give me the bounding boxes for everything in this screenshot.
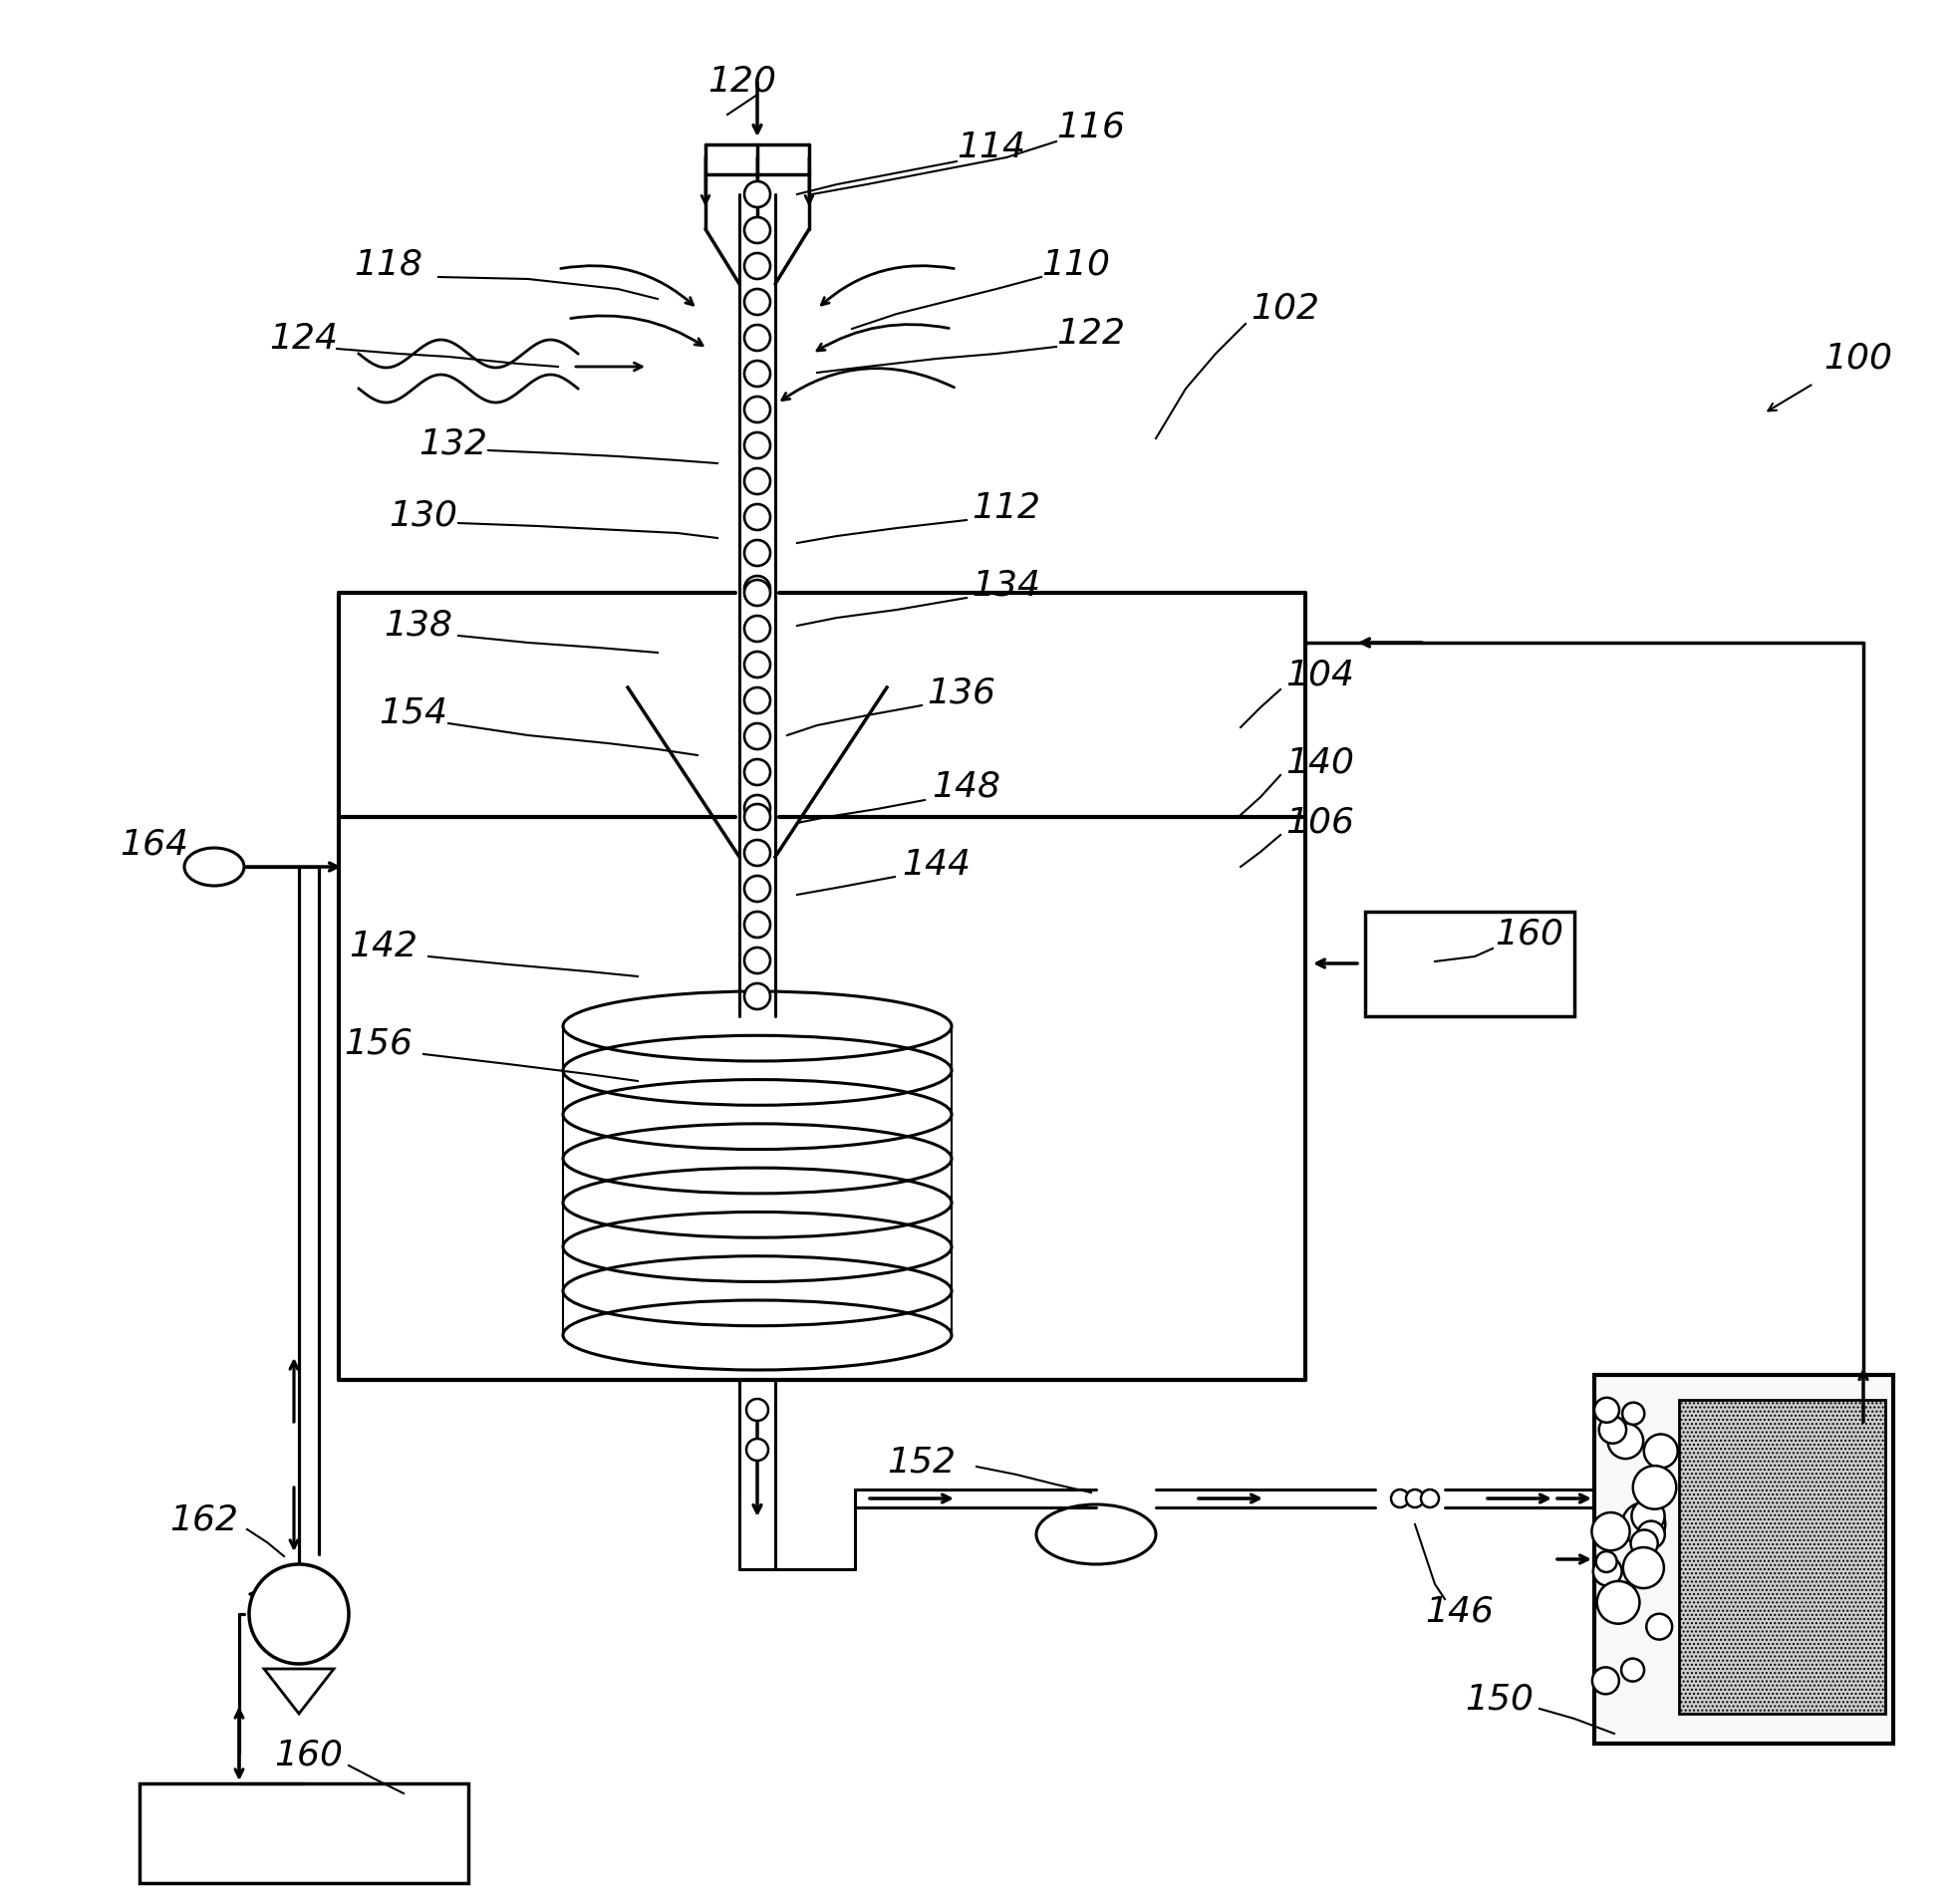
Circle shape xyxy=(1637,1520,1664,1549)
Text: 140: 140 xyxy=(1286,746,1354,778)
Text: 144: 144 xyxy=(902,848,970,883)
Text: 130: 130 xyxy=(388,499,457,533)
Text: 132: 132 xyxy=(419,427,488,461)
Circle shape xyxy=(745,325,770,351)
Circle shape xyxy=(745,841,770,865)
Circle shape xyxy=(745,947,770,974)
Text: 136: 136 xyxy=(927,676,996,710)
Text: 142: 142 xyxy=(349,930,417,964)
Circle shape xyxy=(745,505,770,530)
Circle shape xyxy=(1592,1513,1631,1551)
Text: 110: 110 xyxy=(1041,247,1109,281)
Circle shape xyxy=(745,252,770,279)
Circle shape xyxy=(1644,1435,1678,1467)
Text: 150: 150 xyxy=(1464,1682,1533,1716)
FancyBboxPatch shape xyxy=(1593,1374,1893,1744)
Circle shape xyxy=(1623,1503,1666,1545)
Circle shape xyxy=(1593,1397,1619,1422)
Text: 160: 160 xyxy=(274,1739,343,1773)
Text: 100: 100 xyxy=(1823,342,1891,376)
Circle shape xyxy=(1599,1416,1627,1442)
Text: 106: 106 xyxy=(1286,805,1354,839)
Circle shape xyxy=(1405,1490,1423,1507)
Text: 102: 102 xyxy=(1250,292,1319,326)
Circle shape xyxy=(745,397,770,423)
Circle shape xyxy=(1631,1499,1664,1532)
Circle shape xyxy=(1593,1556,1621,1585)
Text: 116: 116 xyxy=(1056,110,1125,144)
Circle shape xyxy=(745,541,770,566)
FancyBboxPatch shape xyxy=(1680,1401,1886,1714)
Circle shape xyxy=(1631,1530,1658,1556)
Circle shape xyxy=(745,575,770,602)
Text: 122: 122 xyxy=(1056,317,1125,351)
Circle shape xyxy=(1421,1490,1439,1507)
Circle shape xyxy=(745,687,770,714)
Text: 138: 138 xyxy=(384,609,453,643)
Text: 120: 120 xyxy=(708,65,776,99)
Circle shape xyxy=(745,875,770,902)
Circle shape xyxy=(745,651,770,678)
Text: 162: 162 xyxy=(169,1503,239,1535)
Circle shape xyxy=(1623,1403,1644,1425)
Circle shape xyxy=(1607,1424,1642,1460)
Text: 160: 160 xyxy=(1495,917,1564,951)
Polygon shape xyxy=(265,1668,333,1714)
Circle shape xyxy=(745,911,770,938)
Circle shape xyxy=(1621,1659,1644,1682)
Text: 148: 148 xyxy=(931,771,1000,805)
Text: 124: 124 xyxy=(269,323,337,355)
Circle shape xyxy=(745,216,770,243)
Circle shape xyxy=(745,288,770,315)
Circle shape xyxy=(1392,1490,1409,1507)
Circle shape xyxy=(745,615,770,642)
Circle shape xyxy=(1633,1465,1676,1509)
Circle shape xyxy=(745,759,770,786)
Text: 114: 114 xyxy=(956,131,1025,165)
Text: 112: 112 xyxy=(972,492,1041,526)
Circle shape xyxy=(745,361,770,387)
Text: 154: 154 xyxy=(378,695,447,729)
Circle shape xyxy=(745,469,770,493)
Circle shape xyxy=(1595,1551,1617,1572)
Circle shape xyxy=(745,795,770,822)
Circle shape xyxy=(745,723,770,750)
Circle shape xyxy=(745,983,770,1010)
Text: 156: 156 xyxy=(343,1027,412,1061)
Circle shape xyxy=(745,581,770,605)
Text: 164: 164 xyxy=(120,828,188,862)
Circle shape xyxy=(747,1439,768,1461)
Circle shape xyxy=(1623,1547,1664,1589)
Circle shape xyxy=(747,1399,768,1422)
Text: 146: 146 xyxy=(1425,1594,1494,1628)
Circle shape xyxy=(1592,1666,1619,1695)
Circle shape xyxy=(249,1564,349,1665)
Circle shape xyxy=(1597,1581,1641,1623)
Circle shape xyxy=(745,433,770,457)
Text: 104: 104 xyxy=(1286,659,1354,693)
Circle shape xyxy=(745,182,770,207)
Text: 134: 134 xyxy=(972,569,1041,604)
Ellipse shape xyxy=(184,848,245,886)
Text: 152: 152 xyxy=(886,1446,956,1480)
Circle shape xyxy=(745,805,770,829)
Text: 118: 118 xyxy=(353,247,423,281)
Circle shape xyxy=(1646,1613,1672,1640)
